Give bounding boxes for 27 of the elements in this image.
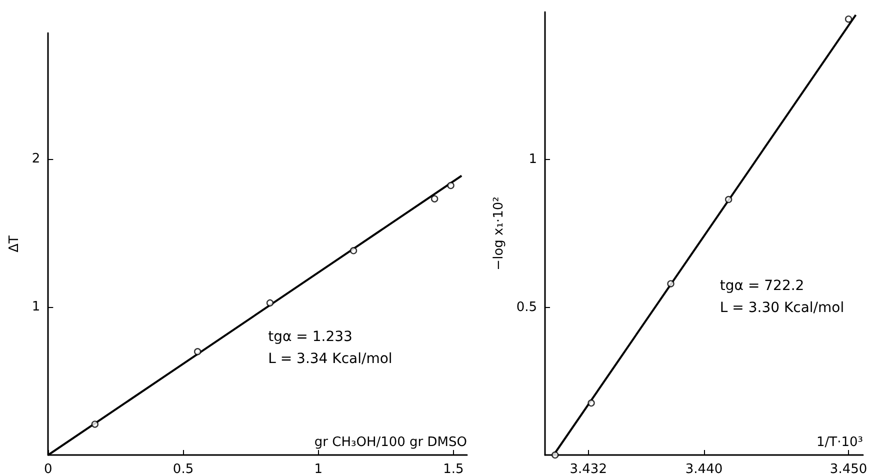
point [724, 196, 732, 204]
annotation: L = 3.34 Kcal/mol [268, 350, 392, 367]
x-tick-label: 3.432 [570, 462, 607, 476]
annotation: tgα = 1.233 [268, 328, 352, 345]
x-tick-label: 1 [314, 462, 323, 476]
x-tick-label: 3.450 [830, 462, 868, 476]
x-tick-label: 3.440 [685, 462, 723, 476]
point [266, 299, 274, 307]
y-axis-title: ΔT [7, 236, 22, 252]
point [91, 420, 99, 428]
point [667, 280, 674, 288]
point [552, 451, 559, 459]
point [430, 195, 438, 202]
point [447, 182, 454, 190]
annotation: tgα = 722.2 [720, 278, 804, 294]
annotation: L = 3.30 Kcal/mol [720, 300, 844, 316]
x-tick-label: 1.5 [443, 462, 464, 476]
x-axis-title: gr CH₃OH/100 gr DMSO [314, 435, 467, 450]
point [194, 348, 202, 356]
x-tick-label: 0.5 [172, 462, 194, 476]
point [350, 247, 358, 254]
y-tick-label: 2 [32, 151, 40, 166]
y-axis-title: −log x₁·10² [491, 196, 506, 270]
point [844, 15, 852, 23]
x-tick-label: 0 [44, 462, 52, 476]
point [588, 399, 595, 407]
x-axis-title: 1/T·10³ [816, 435, 863, 450]
